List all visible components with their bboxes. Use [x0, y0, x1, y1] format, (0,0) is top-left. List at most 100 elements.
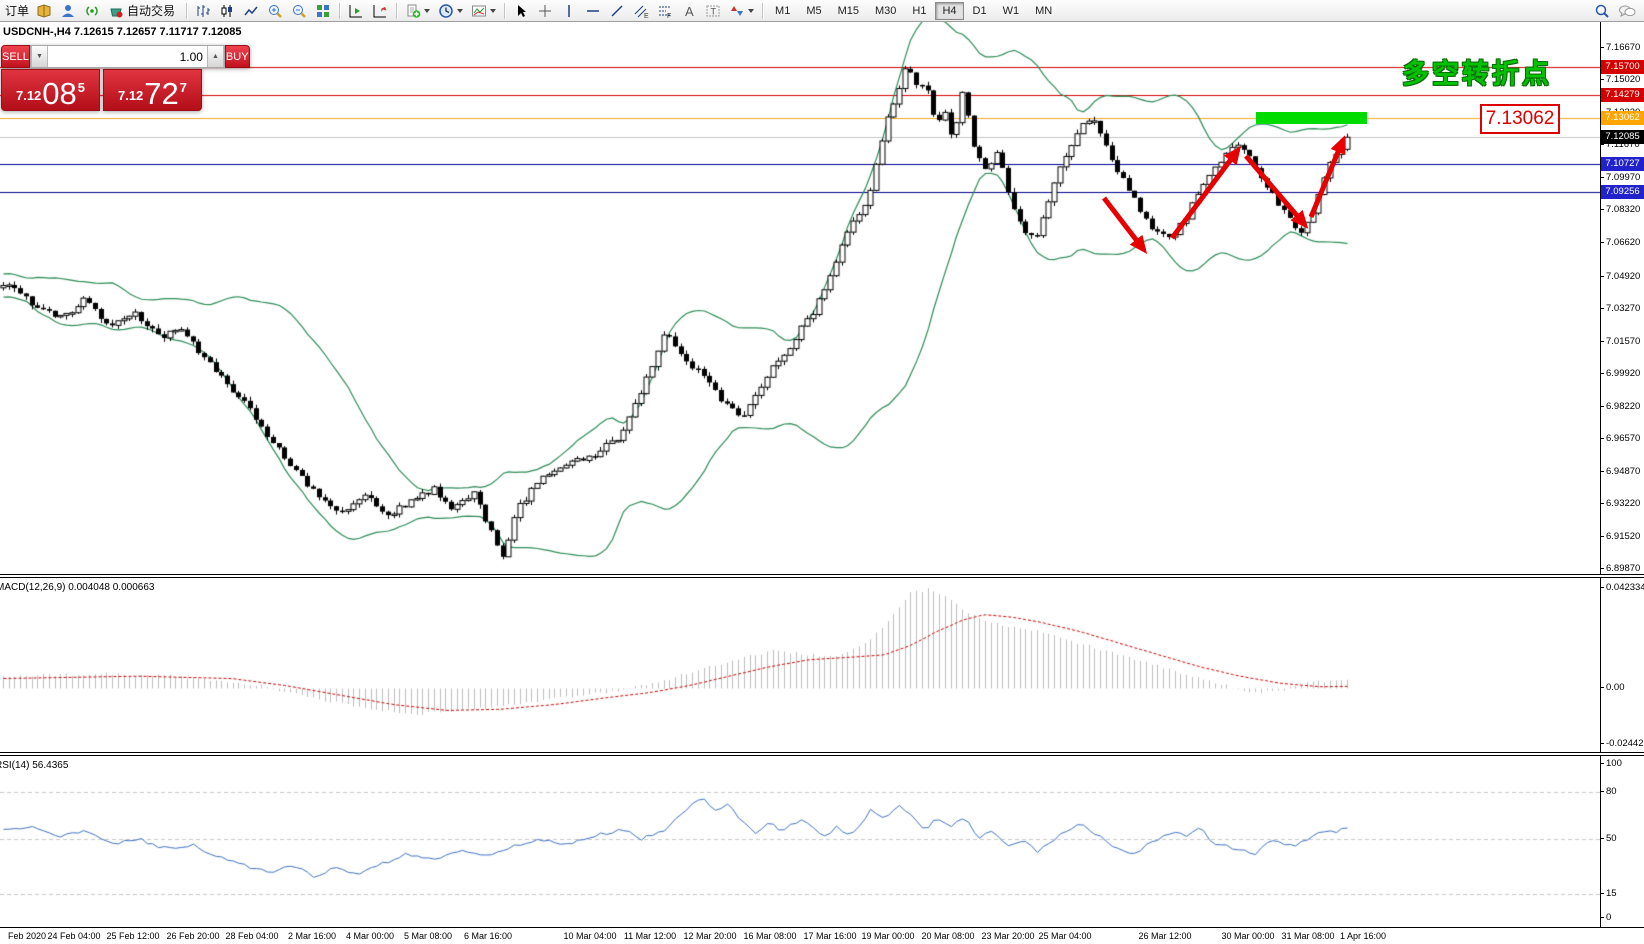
timeframe-clock-button[interactable]: [435, 1, 466, 21]
horizontal-line-icon: [585, 3, 601, 19]
macd-axis[interactable]: 0.042334 0.00 -0.02442: [1600, 578, 1644, 752]
arrows-button[interactable]: [726, 1, 757, 21]
bar-chart-button[interactable]: [192, 1, 214, 21]
buy-price-prefix: 7.12: [117, 88, 144, 103]
vertical-line-button[interactable]: [558, 1, 580, 21]
chart-window: USDCNH-,H4 7.12615 7.12657 7.11717 7.120…: [0, 22, 1644, 944]
volume-decrease-button[interactable]: ▼: [30, 46, 48, 67]
turning-point-annotation: 多空转折点: [1402, 59, 1552, 89]
price-badge: 7.14279: [1601, 87, 1644, 102]
sell-button[interactable]: SELL: [1, 45, 30, 68]
fibonacci-button[interactable]: F: [654, 1, 676, 21]
rsi-pane: RSI(14) 56.4365 100 80 50 15 0: [0, 756, 1644, 927]
axis-tick-label: 6.99920: [1600, 368, 1640, 379]
chart-shift-icon: [348, 3, 364, 19]
rsi-canvas[interactable]: [0, 756, 1600, 927]
text-icon: A: [681, 3, 697, 19]
axis-tick-label: 7.16670: [1600, 42, 1640, 53]
signals-icon: [84, 3, 100, 19]
line-chart-icon: [243, 3, 259, 19]
main-chart-canvas[interactable]: [0, 22, 1600, 574]
chat-button[interactable]: [1615, 1, 1639, 21]
orders-button[interactable]: 订单: [5, 4, 30, 18]
trendline-button[interactable]: [606, 1, 628, 21]
time-axis[interactable]: Feb 2020 24 Feb 04:00 25 Feb 12:00 26 Feb 2…: [0, 927, 1644, 944]
crosshair-button[interactable]: [534, 1, 556, 21]
zoom-out-button[interactable]: [288, 1, 310, 21]
volume-input[interactable]: [47, 46, 207, 67]
pane-separator[interactable]: [0, 752, 1644, 756]
price-badge: 7.13062: [1601, 111, 1644, 126]
text-button[interactable]: A: [678, 1, 700, 21]
timeframe-m15-button[interactable]: M15: [831, 2, 866, 20]
time-axis-label: 25 Mar 04:00: [1038, 931, 1092, 941]
timeframe-mn-button[interactable]: MN: [1028, 2, 1059, 20]
order-book-button[interactable]: [33, 1, 55, 21]
toolbar: 订单 自动交易 E F A T M1 M5 M15 M30 H1 H4 D1 W1 MN: [0, 0, 1644, 22]
time-axis-label: 5 Mar 08:00: [403, 931, 453, 941]
toolbar-separator: [504, 2, 506, 19]
bar-chart-icon: [195, 3, 211, 19]
autotrading-button[interactable]: 自动交易: [105, 1, 181, 21]
axis-tick-label: 0.042334: [1600, 582, 1644, 593]
chart-shift-button[interactable]: [345, 1, 367, 21]
crosshair-icon: [537, 3, 553, 19]
sell-price[interactable]: 7.12 08 5: [1, 69, 100, 111]
time-axis-label: 26 Feb 20:00: [166, 931, 220, 941]
timeframe-w1-button[interactable]: W1: [996, 2, 1027, 20]
auto-scroll-icon: [372, 3, 388, 19]
pane-separator[interactable]: [0, 574, 1644, 578]
price-callout-box[interactable]: 7.13062: [1480, 104, 1560, 134]
buy-price-sup: 7: [179, 80, 188, 95]
equidistant-channel-button[interactable]: E: [630, 1, 652, 21]
axis-tick-label: 6.96570: [1600, 433, 1640, 444]
price-axis[interactable]: 7.166707.150207.133207.116707.099707.083…: [1600, 22, 1644, 574]
timeframe-m5-button[interactable]: M5: [799, 2, 828, 20]
cursor-button[interactable]: [510, 1, 532, 21]
tile-windows-button[interactable]: [312, 1, 334, 21]
horizontal-line-button[interactable]: [582, 1, 604, 21]
auto-scroll-button[interactable]: [369, 1, 391, 21]
toolbar-separator: [762, 2, 764, 19]
buy-button[interactable]: BUY: [224, 45, 250, 68]
volume-increase-button[interactable]: ▲: [206, 46, 224, 67]
buy-price[interactable]: 7.12 72 7: [103, 69, 202, 111]
timeframe-m30-button[interactable]: M30: [868, 2, 903, 20]
search-button[interactable]: [1591, 1, 1613, 21]
toolbar-separator: [396, 2, 398, 19]
timeframe-h4-button[interactable]: H4: [935, 1, 964, 20]
svg-text:E: E: [644, 13, 649, 19]
arrows-icon: [729, 3, 745, 19]
time-axis-label: 23 Mar 20:00: [981, 931, 1035, 941]
candlestick-chart-icon: [219, 3, 235, 19]
macd-label: MACD(12,26,9) 0.004048 0.000663: [0, 582, 155, 593]
autotrading-label: 自动交易: [127, 4, 176, 18]
rsi-axis[interactable]: 100 80 50 15 0: [1600, 756, 1644, 927]
equidistant-channel-icon: E: [633, 3, 649, 19]
zoom-in-button[interactable]: [264, 1, 286, 21]
axis-tick-label: 100: [1600, 758, 1622, 769]
resistance-zone-rectangle[interactable]: [1256, 112, 1367, 124]
svg-text:T: T: [711, 6, 717, 16]
indicators-button[interactable]: [468, 1, 499, 21]
candlestick-chart-button[interactable]: [216, 1, 238, 21]
time-axis-label: 12 Mar 20:00: [683, 931, 737, 941]
text-label-button[interactable]: T: [702, 1, 724, 21]
time-axis-label: 2 Mar 16:00: [287, 931, 337, 941]
search-icon: [1594, 3, 1610, 19]
community-button[interactable]: [57, 1, 79, 21]
time-axis-label: 10 Mar 04:00: [563, 931, 617, 941]
timeframe-h1-button[interactable]: H1: [905, 2, 933, 20]
timeframe-d1-button[interactable]: D1: [966, 2, 994, 20]
text-label-icon: T: [705, 3, 721, 19]
svg-text:F: F: [667, 13, 671, 19]
signals-button[interactable]: [81, 1, 103, 21]
timeframe-m1-button[interactable]: M1: [768, 2, 797, 20]
axis-tick-label: 7.15020: [1600, 74, 1640, 85]
macd-pane: MACD(12,26,9) 0.004048 0.000663 0.042334…: [0, 578, 1644, 752]
line-chart-button[interactable]: [240, 1, 262, 21]
new-order-button[interactable]: [402, 1, 433, 21]
macd-canvas[interactable]: [0, 578, 1600, 752]
time-axis-label: 16 Mar 08:00: [743, 931, 797, 941]
